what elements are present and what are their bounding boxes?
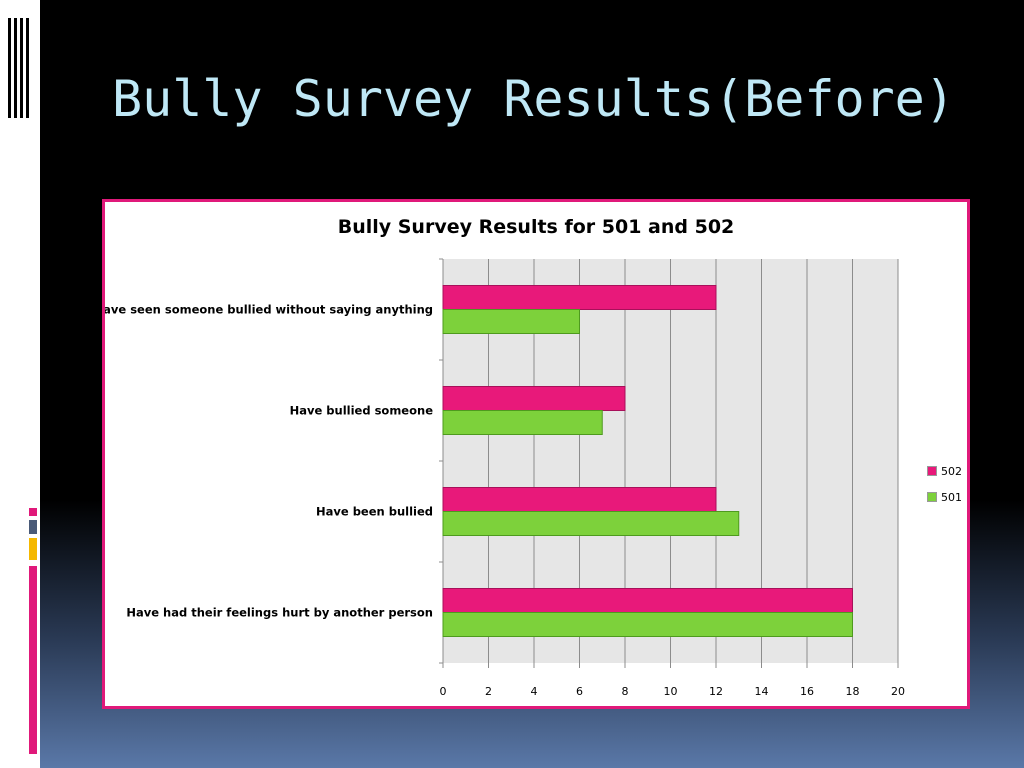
accent-block-slate	[29, 520, 37, 534]
x-tick-label: 6	[576, 685, 583, 698]
slide-title: Bully Survey Results(Before)	[112, 70, 955, 128]
x-tick-label: 20	[891, 685, 905, 698]
accent-block-yellow	[29, 538, 37, 560]
category-label: Have had their feelings hurt by another …	[126, 606, 433, 620]
legend-swatch	[927, 492, 937, 502]
bar-501	[442, 511, 740, 536]
chart-frame: Bully Survey Results for 501 and 502 0 2 4…	[102, 199, 970, 709]
category-label: Have been bullied	[316, 505, 433, 519]
legend-swatch	[927, 466, 937, 476]
x-tick-label: 12	[709, 685, 723, 698]
x-tick-label: 16	[800, 685, 814, 698]
chart-title: Bully Survey Results for 501 and 502	[337, 216, 735, 238]
legend-label: 501	[941, 490, 962, 504]
bar-502	[442, 386, 626, 411]
x-tick-label: 2	[485, 685, 492, 698]
bar-502	[442, 285, 717, 310]
legend-label: 502	[941, 464, 962, 478]
category-label: Have bullied someone	[290, 404, 434, 418]
bar-501	[442, 309, 580, 334]
x-tick-label: 14	[755, 685, 769, 698]
bar-501	[442, 410, 603, 435]
bar-chart: 0 2 4 6 8 10 12 14 16 18 20 Have seen someone bulli…	[105, 258, 905, 698]
category-label: Have seen someone bullied without saying…	[105, 303, 433, 317]
bar-502	[442, 487, 717, 512]
legend-item: 501	[927, 484, 962, 510]
accent-block-pink-tall	[29, 566, 37, 754]
x-tick-label: 10	[664, 685, 678, 698]
legend-item: 502	[927, 458, 962, 484]
x-tick-label: 18	[846, 685, 860, 698]
accent-block-pink-small	[29, 508, 37, 516]
x-tick-label: 4	[531, 685, 538, 698]
bar-501	[442, 612, 853, 637]
x-tick-label: 8	[622, 685, 629, 698]
bar-502	[442, 588, 853, 613]
x-tick-label: 0	[440, 685, 447, 698]
chart-legend: 502 501	[927, 458, 962, 510]
